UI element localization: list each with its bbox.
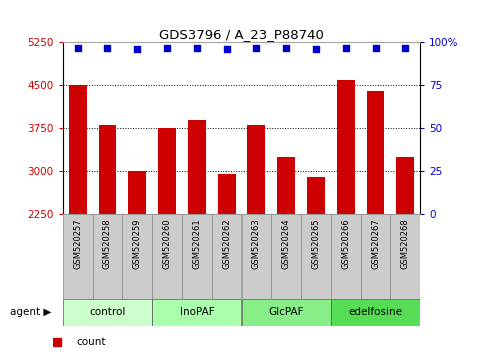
Point bbox=[163, 45, 171, 51]
Text: GSM520257: GSM520257 bbox=[73, 218, 82, 269]
Bar bbox=[301, 214, 331, 299]
Point bbox=[282, 45, 290, 51]
Point bbox=[342, 45, 350, 51]
Bar bbox=[337, 80, 355, 343]
Bar bbox=[361, 214, 390, 299]
Text: GSM520259: GSM520259 bbox=[133, 218, 142, 269]
Text: GSM520265: GSM520265 bbox=[312, 218, 320, 269]
Text: GSM520263: GSM520263 bbox=[252, 218, 261, 269]
Text: GSM520261: GSM520261 bbox=[192, 218, 201, 269]
Bar bbox=[242, 299, 331, 326]
Bar bbox=[99, 125, 116, 343]
Point bbox=[401, 45, 409, 51]
Bar bbox=[212, 214, 242, 299]
Text: GSM520268: GSM520268 bbox=[401, 218, 410, 269]
Text: control: control bbox=[89, 307, 126, 318]
Point bbox=[193, 45, 201, 51]
Bar bbox=[122, 214, 152, 299]
Bar bbox=[128, 171, 146, 343]
Bar bbox=[390, 214, 420, 299]
Bar bbox=[188, 120, 206, 343]
Bar bbox=[271, 214, 301, 299]
Text: count: count bbox=[76, 337, 106, 347]
Text: edelfosine: edelfosine bbox=[349, 307, 402, 318]
Text: GSM520262: GSM520262 bbox=[222, 218, 231, 269]
Text: GSM520264: GSM520264 bbox=[282, 218, 291, 269]
Bar bbox=[277, 157, 295, 343]
Point bbox=[253, 45, 260, 51]
Bar bbox=[63, 299, 152, 326]
Text: GSM520266: GSM520266 bbox=[341, 218, 350, 269]
Bar bbox=[152, 214, 182, 299]
Bar bbox=[397, 157, 414, 343]
Point bbox=[74, 45, 82, 51]
Bar bbox=[182, 214, 212, 299]
Bar bbox=[218, 174, 236, 343]
Bar bbox=[69, 85, 86, 343]
Bar bbox=[63, 214, 93, 299]
Text: InoPAF: InoPAF bbox=[180, 307, 214, 318]
Text: GSM520258: GSM520258 bbox=[103, 218, 112, 269]
Point bbox=[223, 46, 230, 52]
Point bbox=[104, 45, 112, 51]
Point bbox=[372, 45, 380, 51]
Bar bbox=[242, 214, 271, 299]
Bar bbox=[367, 91, 384, 343]
Bar bbox=[158, 129, 176, 343]
Title: GDS3796 / A_23_P88740: GDS3796 / A_23_P88740 bbox=[159, 28, 324, 41]
Text: GSM520267: GSM520267 bbox=[371, 218, 380, 269]
Point bbox=[133, 46, 141, 52]
Bar bbox=[331, 214, 361, 299]
Point bbox=[312, 46, 320, 52]
Bar bbox=[331, 299, 420, 326]
Bar bbox=[247, 125, 265, 343]
Text: GSM520260: GSM520260 bbox=[163, 218, 171, 269]
Text: GlcPAF: GlcPAF bbox=[269, 307, 304, 318]
Bar bbox=[152, 299, 242, 326]
Bar bbox=[307, 177, 325, 343]
Bar bbox=[93, 214, 122, 299]
Text: agent ▶: agent ▶ bbox=[10, 307, 51, 318]
